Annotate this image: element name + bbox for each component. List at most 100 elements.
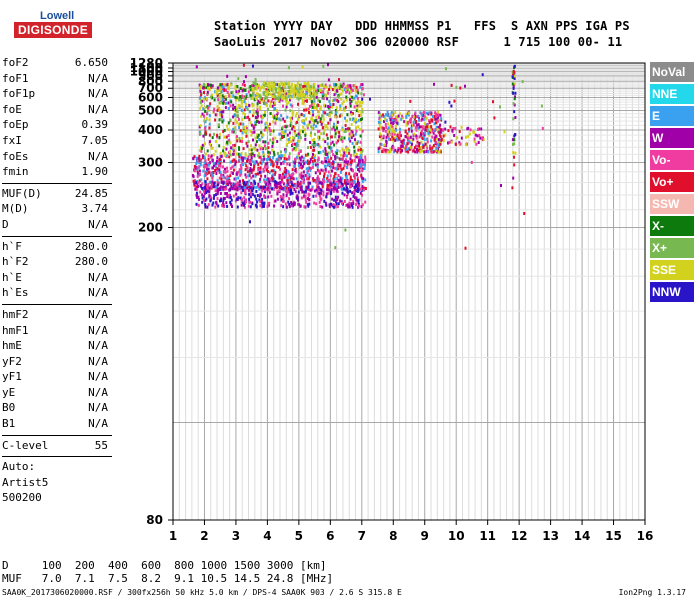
echo-point [288,180,291,184]
echo-point [279,118,282,122]
echo-point [337,202,340,206]
legend-item-x: X- [650,216,694,236]
legend-item-w: W [650,128,694,148]
echo-point [311,165,314,169]
echo-point [271,160,274,164]
echo-point [241,131,244,135]
echo-point [197,185,200,188]
echo-point [259,86,262,90]
echo-point [265,103,268,107]
echo-point [239,170,242,174]
echo-point [253,185,256,189]
echo-point [328,178,331,182]
echo-point [267,107,270,111]
param-row: foEp 0.39 [2,118,112,134]
echo-point [211,166,214,170]
echo-point [287,170,290,174]
echo-point [252,186,255,190]
echo-point [264,190,266,194]
echo-point [225,135,228,139]
echo-point [313,153,316,157]
echo-point [253,180,256,184]
echo-point [286,178,289,182]
echo-point [432,115,434,118]
echo-point [353,145,356,149]
echo-point [237,170,240,174]
echo-point [204,127,207,130]
echo-point [244,189,247,193]
echo-point [210,143,213,147]
echo-point [513,82,516,86]
echo-point [269,112,272,116]
echo-point [242,179,244,183]
echo-point [203,186,206,190]
echo-point [295,87,298,91]
echo-point [285,174,288,178]
echo-point [320,188,323,192]
echo-point [212,153,215,157]
echo-point [229,200,232,204]
echo-point [260,131,263,135]
echo-point [357,118,360,122]
echo-point [350,123,353,126]
echo-point [235,197,238,201]
echo-point [299,129,302,133]
echo-point [293,87,296,90]
echo-point [224,176,227,180]
echo-point [201,112,204,116]
echo-point [308,89,310,93]
echo-point [199,85,202,89]
echo-point [428,125,431,129]
echo-point [432,131,435,135]
echo-point [291,148,294,152]
echo-point [232,147,235,151]
echo-point [361,180,364,184]
echo-point [412,137,415,141]
param-label: hmF1 [2,323,29,337]
echo-point [198,154,201,158]
param-label: foF1 [2,71,29,85]
echo-point [247,140,250,144]
echo-point [337,135,340,139]
echo-point [337,167,340,171]
echo-point [419,150,422,154]
echo-point [200,104,203,108]
echo-point [261,85,264,89]
echo-point [243,97,246,101]
echo-point [313,83,316,86]
echo-point [328,204,331,208]
echo-point [248,148,251,152]
echo-point [423,133,426,137]
echo-point [435,121,438,125]
param-row: B1 N/A [2,417,112,433]
echo-point [302,170,305,174]
echo-point [424,117,427,121]
echo-point [354,138,356,142]
echo-point [235,152,238,156]
echo-point [401,144,404,148]
echo-point [349,197,352,201]
param-label: hmF2 [2,307,29,321]
echo-point [209,143,211,146]
echo-point [232,115,235,119]
echo-point [415,120,418,123]
echo-point [232,144,234,148]
echo-point [312,194,315,198]
echo-point [232,103,235,107]
echo-point [252,83,255,87]
echo-point [241,158,244,162]
echo-point [349,86,352,90]
echo-point [349,84,352,88]
echo-point [433,82,435,86]
echo-point [257,154,260,158]
echo-point [401,116,404,120]
echo-point [312,120,315,124]
echo-point [223,83,226,87]
echo-point [198,169,201,173]
echo-point [308,97,311,100]
echo-point [361,149,364,153]
echo-point [219,83,222,87]
param-value: N/A [88,323,108,337]
echo-point [250,171,253,174]
echo-point [350,153,352,157]
